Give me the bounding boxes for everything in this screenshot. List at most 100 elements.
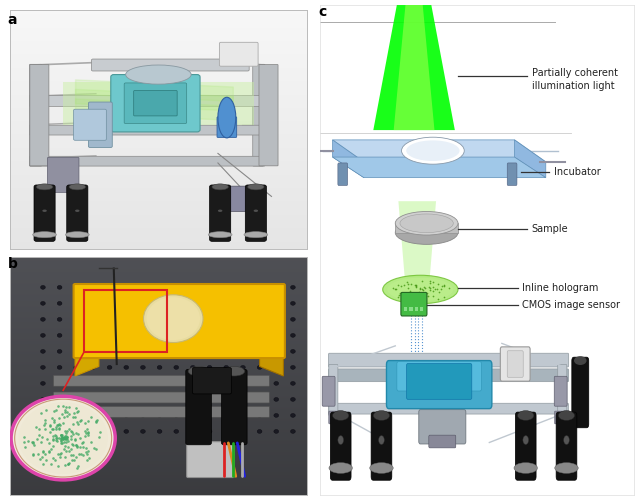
FancyBboxPatch shape — [88, 102, 112, 147]
Point — [420, 292, 431, 300]
Circle shape — [141, 413, 145, 417]
FancyBboxPatch shape — [429, 435, 456, 448]
FancyBboxPatch shape — [329, 411, 342, 424]
Point — [52, 450, 63, 458]
Circle shape — [124, 285, 129, 289]
Circle shape — [108, 317, 112, 321]
Point — [35, 455, 45, 463]
FancyBboxPatch shape — [328, 369, 569, 382]
FancyBboxPatch shape — [67, 185, 88, 241]
Point — [52, 462, 63, 470]
Circle shape — [124, 366, 129, 369]
FancyBboxPatch shape — [193, 368, 231, 394]
Point — [82, 456, 92, 464]
Point — [61, 433, 72, 441]
Circle shape — [291, 381, 295, 385]
Point — [70, 413, 81, 421]
Ellipse shape — [574, 356, 587, 365]
Point — [60, 406, 70, 414]
Point — [63, 460, 73, 468]
FancyBboxPatch shape — [245, 185, 266, 241]
Point — [42, 435, 52, 443]
Circle shape — [157, 285, 162, 289]
FancyBboxPatch shape — [555, 411, 568, 424]
Point — [54, 434, 65, 442]
Bar — [84, 290, 167, 352]
Circle shape — [207, 381, 212, 385]
Point — [412, 281, 422, 289]
Point — [70, 441, 81, 449]
FancyBboxPatch shape — [329, 365, 338, 415]
Circle shape — [224, 366, 228, 369]
Polygon shape — [394, 5, 435, 130]
Circle shape — [90, 430, 95, 433]
Point — [396, 291, 406, 299]
FancyBboxPatch shape — [29, 125, 264, 135]
Point — [36, 438, 47, 446]
FancyBboxPatch shape — [53, 392, 269, 403]
Circle shape — [74, 317, 79, 321]
FancyBboxPatch shape — [226, 186, 257, 211]
Circle shape — [241, 350, 245, 353]
Circle shape — [124, 333, 129, 338]
FancyBboxPatch shape — [572, 357, 589, 428]
Point — [78, 451, 88, 459]
Circle shape — [40, 333, 45, 338]
Point — [59, 434, 69, 442]
Point — [54, 420, 64, 428]
Circle shape — [291, 285, 295, 289]
Polygon shape — [75, 352, 99, 376]
Point — [73, 462, 83, 470]
Point — [83, 428, 93, 436]
FancyBboxPatch shape — [221, 369, 247, 445]
Circle shape — [141, 333, 145, 338]
Point — [84, 454, 94, 462]
Ellipse shape — [370, 463, 393, 473]
Point — [82, 425, 92, 433]
Point — [58, 402, 68, 410]
Circle shape — [74, 350, 79, 353]
Point — [86, 439, 96, 447]
Circle shape — [191, 366, 195, 369]
Circle shape — [90, 397, 95, 401]
Ellipse shape — [188, 366, 209, 376]
Point — [419, 297, 429, 305]
Ellipse shape — [42, 210, 47, 212]
Point — [62, 427, 72, 435]
Polygon shape — [515, 140, 546, 178]
Circle shape — [141, 317, 145, 321]
Point — [28, 438, 38, 446]
FancyBboxPatch shape — [554, 376, 567, 406]
Point — [45, 460, 56, 468]
Point — [424, 284, 435, 292]
Point — [51, 434, 61, 442]
FancyBboxPatch shape — [322, 376, 335, 406]
FancyBboxPatch shape — [330, 412, 351, 480]
Circle shape — [141, 285, 145, 289]
Point — [36, 409, 46, 417]
Point — [59, 434, 69, 442]
Circle shape — [147, 297, 200, 340]
Point — [55, 451, 65, 459]
Point — [428, 292, 438, 300]
Point — [402, 278, 412, 286]
Point — [39, 421, 49, 429]
Bar — [415, 307, 418, 311]
Point — [68, 420, 78, 428]
Circle shape — [141, 366, 145, 369]
Circle shape — [257, 333, 262, 338]
Circle shape — [274, 430, 278, 433]
Circle shape — [274, 301, 278, 305]
Circle shape — [241, 285, 245, 289]
Circle shape — [157, 301, 162, 305]
Point — [63, 447, 74, 455]
Point — [44, 439, 54, 447]
Point — [425, 279, 435, 287]
Point — [51, 434, 61, 442]
FancyBboxPatch shape — [259, 64, 278, 166]
Point — [76, 434, 86, 442]
Bar — [404, 307, 407, 311]
Circle shape — [224, 285, 228, 289]
Polygon shape — [373, 5, 455, 130]
Circle shape — [174, 397, 179, 401]
